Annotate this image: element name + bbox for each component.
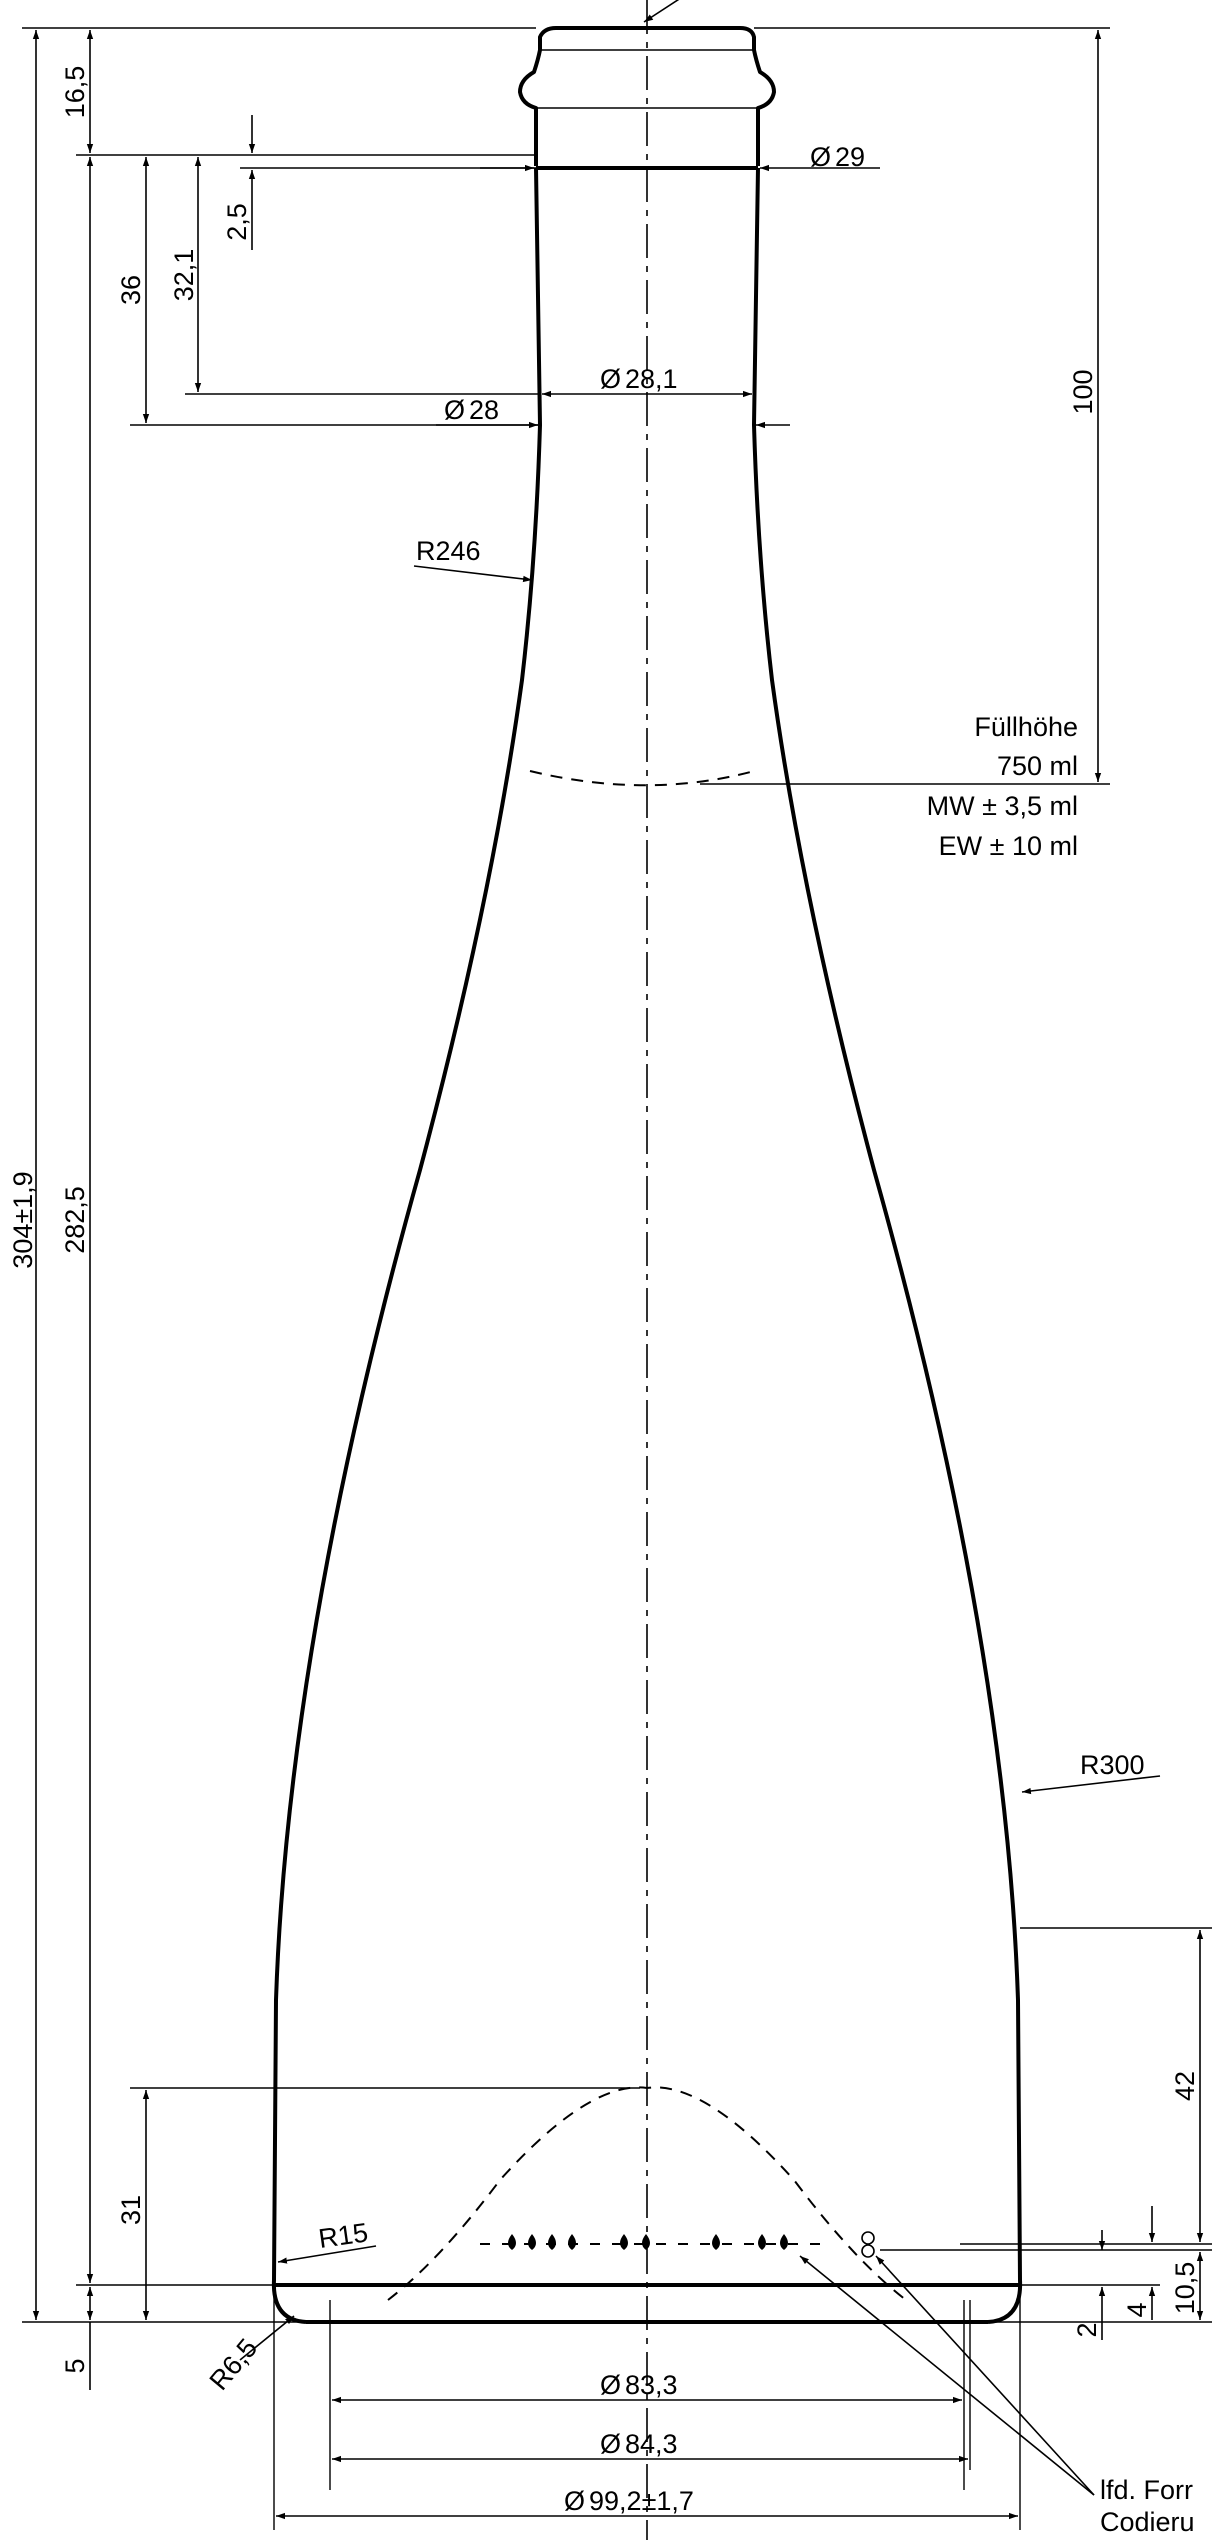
- label-r246: R246: [416, 536, 481, 566]
- note-line-2: Codieru: [1100, 2507, 1195, 2537]
- leader-line-code: [799, 2255, 1095, 2496]
- label-dia-29: Ø 29: [810, 142, 865, 172]
- label-dia-83-3: Ø 83,3: [600, 2370, 678, 2400]
- label-dia-28-1: Ø 28,1: [600, 364, 678, 394]
- dim-r6-5: [239, 2315, 295, 2361]
- label-body-height: 282,5: [60, 1186, 90, 1254]
- fill-level-arc: [529, 769, 759, 787]
- label-h10-5: 10,5: [1170, 2262, 1200, 2315]
- diameter-symbol-icon: Ø: [564, 2486, 585, 2516]
- dim-r300: [1021, 1775, 1161, 1795]
- label-dia-99-2: Ø 99,2±1,7: [564, 2486, 694, 2516]
- mold-coding-note: lfd. Forr Codieru: [799, 2255, 1195, 2537]
- drop-mark: [620, 2234, 628, 2250]
- fill-title: Füllhöhe: [974, 712, 1078, 742]
- diameter-symbol-icon: Ø: [600, 364, 621, 394]
- bottle-outline: [271, 0, 1023, 2540]
- right-dimensions: 100 Füllhöhe 750 ml MW ± 3,5 ml EW ± 10 …: [700, 27, 1212, 2340]
- fill-ew-tolerance: EW ± 10 ml: [939, 831, 1078, 861]
- label-r300: R300: [1080, 1750, 1145, 1780]
- bottle-finish: [518, 26, 776, 166]
- drop-mark: [568, 2234, 576, 2250]
- fill-mw-tolerance: MW ± 3,5 ml: [927, 791, 1078, 821]
- label-punt-height: 31: [116, 2195, 146, 2225]
- label-h4: 4: [1122, 2302, 1152, 2317]
- label-h42: 42: [1170, 2071, 1200, 2101]
- left-dimensions: 304±1,9 282,5 16,5 5 36 32,1 2,5 31: [8, 27, 640, 2390]
- bottom-diameter-dimensions: Ø 83,3 Ø 84,3 Ø 99,2±1,7: [273, 2290, 1021, 2530]
- label-neck-36: 36: [116, 275, 146, 305]
- label-h2: 2: [1072, 2322, 1102, 2337]
- mold-number-mark: [861, 2244, 875, 2258]
- label-total-height: 304±1,9: [8, 1171, 38, 1268]
- diameter-symbol-icon: Ø: [444, 395, 465, 425]
- label-r6-5: R6,5: [204, 2333, 264, 2396]
- drop-mark: [780, 2234, 788, 2250]
- fill-volume: 750 ml: [997, 751, 1078, 781]
- label-neck-top: 16,5: [60, 66, 90, 119]
- dim-r246: [413, 565, 533, 583]
- drop-mark: [642, 2234, 650, 2250]
- diameter-symbol-icon: Ø: [810, 142, 831, 172]
- mold-number-mark: [861, 2231, 875, 2245]
- label-base-offset: 5: [60, 2358, 90, 2373]
- note-line-1: lfd. Forr: [1100, 2475, 1193, 2505]
- label-dia-84-3: Ø 84,3: [600, 2429, 678, 2459]
- neck-diameter-dimensions: Ø 29 Ø 28,1 Ø 28 R246: [413, 142, 880, 583]
- dot-code-marks: [480, 2231, 875, 2258]
- drop-mark: [758, 2234, 766, 2250]
- top-pointer: [643, 0, 680, 23]
- diameter-symbol-icon: Ø: [600, 2429, 621, 2459]
- bottle-right-contour: [752, 167, 1023, 2324]
- label-r15: R15: [317, 2217, 370, 2254]
- label-neck-2-5: 2,5: [222, 203, 252, 241]
- diameter-symbol-icon: Ø: [600, 2370, 621, 2400]
- leader-line-mold: [875, 2255, 1095, 2496]
- dim-r15: [277, 2245, 377, 2264]
- drop-mark: [528, 2234, 536, 2250]
- label-fill-height: 100: [1068, 369, 1098, 414]
- drop-mark: [508, 2234, 516, 2250]
- drop-mark: [712, 2234, 720, 2250]
- label-neck-32-1: 32,1: [169, 249, 199, 302]
- base-radii: R15 R6,5: [204, 2217, 377, 2396]
- drop-mark: [548, 2234, 556, 2250]
- bottle-left-contour: [271, 167, 542, 2324]
- label-dia-28: Ø 28: [444, 395, 499, 425]
